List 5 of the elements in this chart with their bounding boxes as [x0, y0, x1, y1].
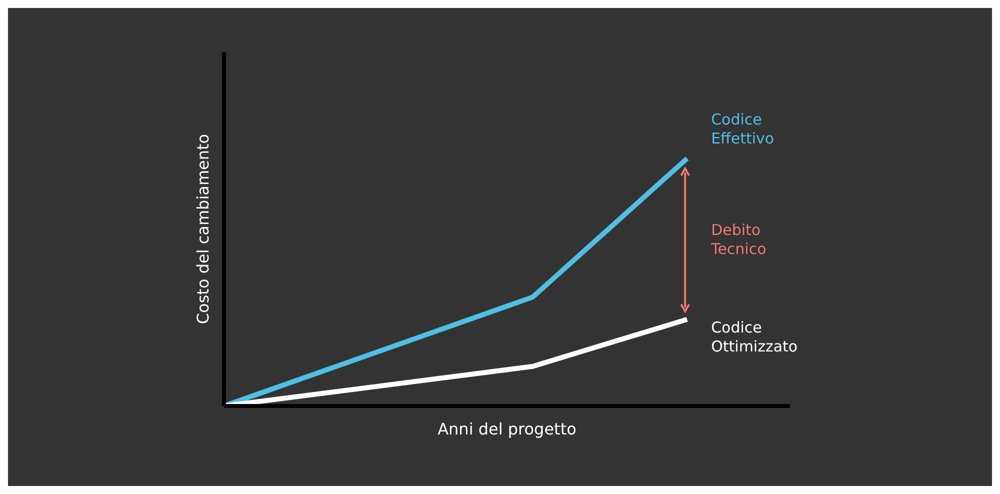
x-axis-title: Anni del progetto	[438, 419, 576, 438]
series-label: Codice Ottimizzato	[711, 318, 798, 356]
annotation: Debito Tecnico	[710, 220, 766, 258]
series-label: Codice Effettivo	[711, 110, 774, 148]
y-axis-title: Costo del cambiamento	[194, 134, 213, 324]
